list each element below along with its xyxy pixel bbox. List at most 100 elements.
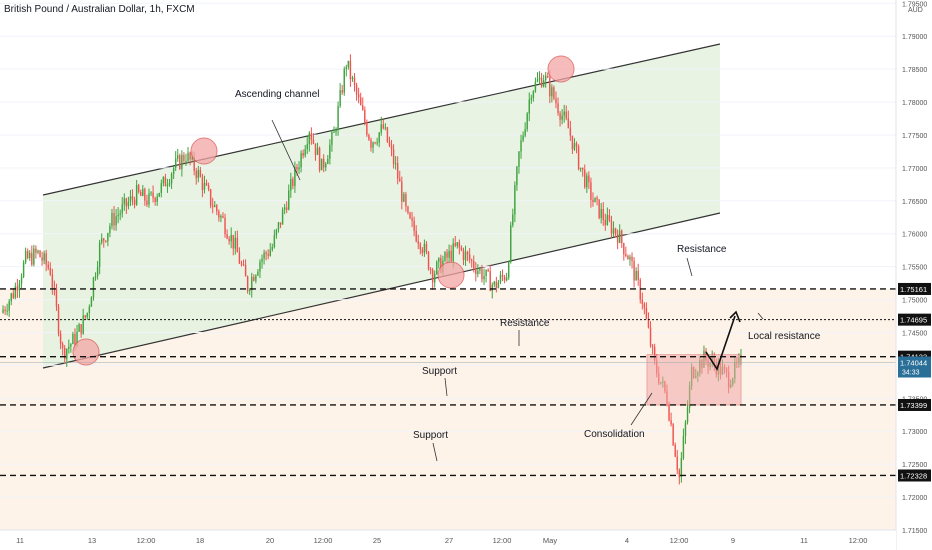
candle-body xyxy=(49,268,52,275)
candle-body xyxy=(483,275,485,280)
candle-body xyxy=(327,158,329,164)
candle-body xyxy=(534,81,537,92)
candle-body xyxy=(403,194,405,202)
x-tick-label: 11 xyxy=(800,536,808,545)
candle-body xyxy=(2,309,4,313)
candle-body xyxy=(370,139,372,148)
candle-body xyxy=(189,152,191,160)
candle-body xyxy=(401,181,403,202)
candle-body xyxy=(115,216,117,226)
candle-body xyxy=(61,343,64,348)
candle-body xyxy=(142,189,144,196)
annotation-label: Consolidation xyxy=(584,429,645,440)
last-price-label: 1.74044 xyxy=(900,359,927,368)
candle-body xyxy=(378,132,380,143)
candle-body xyxy=(329,144,331,159)
candle-body xyxy=(86,312,89,318)
candle-body xyxy=(588,175,590,183)
candle-body xyxy=(380,124,382,133)
candle-body xyxy=(160,183,163,193)
candle-body xyxy=(674,445,676,457)
candle-body xyxy=(579,167,582,170)
candle-body xyxy=(22,262,25,277)
candle-body xyxy=(458,242,461,248)
x-tick-label: 18 xyxy=(196,536,204,545)
candle-body xyxy=(491,284,493,291)
candle-body xyxy=(479,268,481,271)
candle-body xyxy=(362,105,364,110)
candle-body xyxy=(590,182,592,200)
level-price-label: 1.72328 xyxy=(900,471,927,480)
candle-body xyxy=(277,222,280,230)
candle-body xyxy=(26,251,29,259)
candle-body xyxy=(177,155,179,159)
candle-body xyxy=(364,109,366,123)
ascending-channel-fill xyxy=(43,44,720,368)
candle-body xyxy=(641,299,644,304)
candle-body xyxy=(670,420,672,425)
candle-body xyxy=(191,156,193,160)
candle-body xyxy=(540,77,543,87)
candle-body xyxy=(374,142,376,144)
candle-body xyxy=(606,215,609,225)
candle-body xyxy=(294,166,296,187)
candle-body xyxy=(121,204,123,214)
y-tick-label: 1.75000 xyxy=(902,298,927,305)
candle-body xyxy=(306,144,308,150)
candle-body xyxy=(450,250,452,261)
last-price-tag xyxy=(898,356,931,378)
x-tick-label: 9 xyxy=(731,536,735,545)
candle-body xyxy=(637,270,639,280)
annotation-arrow xyxy=(630,392,653,426)
candle-body xyxy=(551,87,553,97)
candle-body xyxy=(51,274,54,288)
candle-body xyxy=(376,142,378,144)
candle-body xyxy=(12,293,15,298)
candle-body xyxy=(224,217,226,235)
candle-body xyxy=(290,179,292,191)
candle-body xyxy=(516,166,518,186)
candle-body xyxy=(635,270,637,281)
candle-body xyxy=(497,282,500,289)
candle-body xyxy=(109,226,111,233)
candle-body xyxy=(16,286,19,291)
candle-body xyxy=(228,238,230,242)
y-tick-label: 1.71500 xyxy=(902,528,927,535)
candle-body xyxy=(31,252,33,265)
level-price-label: 1.75161 xyxy=(900,285,927,294)
candle-body xyxy=(8,301,10,311)
candle-body xyxy=(386,127,389,142)
candle-body xyxy=(610,220,613,234)
candle-body xyxy=(146,200,148,205)
candle-body xyxy=(347,60,350,68)
candle-body xyxy=(602,208,604,221)
candle-body xyxy=(530,97,533,100)
candle-body xyxy=(526,113,528,130)
touch-circle xyxy=(190,137,218,165)
candle-body xyxy=(158,192,160,197)
candle-body xyxy=(668,404,670,421)
candle-body xyxy=(413,220,415,231)
annotation-label: Ascending channel xyxy=(235,89,320,100)
touch-circle xyxy=(437,261,465,289)
candle-body xyxy=(29,252,31,259)
candle-body xyxy=(575,143,578,147)
candle-body xyxy=(170,174,173,184)
candle-body xyxy=(10,293,12,302)
candle-body xyxy=(684,421,687,437)
candle-body xyxy=(4,309,6,311)
candle-body xyxy=(625,254,627,257)
candle-body xyxy=(119,213,121,215)
candle-body xyxy=(131,196,134,200)
candle-body xyxy=(90,297,93,307)
candle-body xyxy=(594,197,596,203)
candle-body xyxy=(105,240,107,242)
candle-body xyxy=(240,263,243,265)
y-tick-label: 1.78500 xyxy=(902,67,927,74)
candle-body xyxy=(242,264,245,266)
candle-body xyxy=(616,234,619,243)
candle-body xyxy=(302,153,304,156)
candle-body xyxy=(70,344,72,347)
candle-body xyxy=(222,215,224,218)
candle-body xyxy=(320,158,323,171)
